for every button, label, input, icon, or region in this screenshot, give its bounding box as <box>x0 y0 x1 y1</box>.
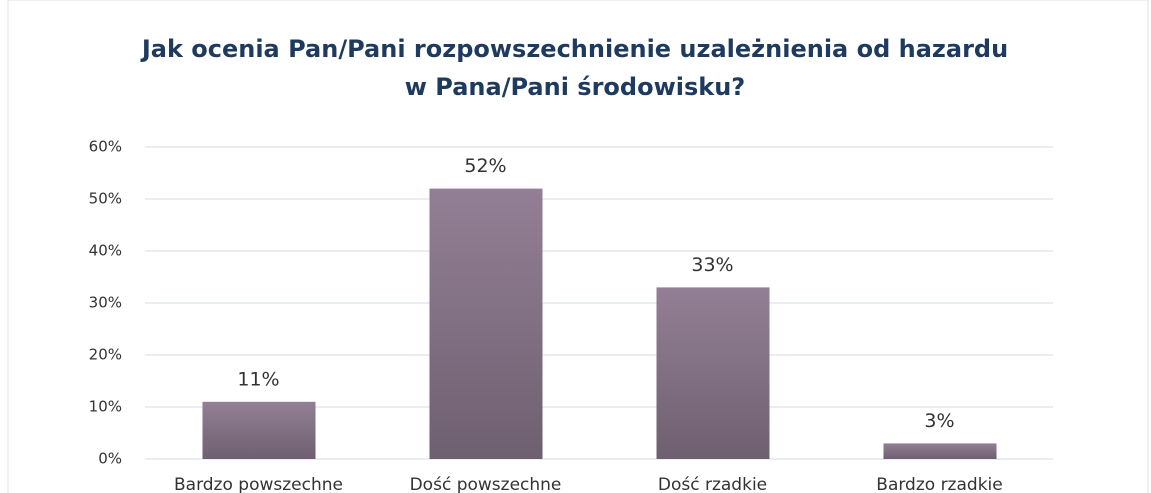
y-tick-label: 0% <box>98 450 122 468</box>
y-tick-label: 60% <box>89 138 122 156</box>
x-tick-label: Dość rzadkie <box>658 475 767 493</box>
frame <box>7 0 1149 493</box>
y-tick-label: 40% <box>89 242 122 260</box>
chart-title: Jak ocenia Pan/Pani rozpowszechnienie uz… <box>141 35 1009 101</box>
y-tick-label: 20% <box>89 346 122 364</box>
y-tick-label: 50% <box>89 190 122 208</box>
data-label: 33% <box>691 254 733 276</box>
y-tick-label: 10% <box>89 398 122 416</box>
data-label: 11% <box>237 368 279 390</box>
x-tick-label: Bardzo rzadkie <box>876 475 1002 493</box>
bar-shade <box>429 188 543 459</box>
x-tick-label: Bardzo powszechne <box>174 475 343 493</box>
data-label: 52% <box>464 155 506 177</box>
y-tick-label: 30% <box>89 294 122 312</box>
bar-shade <box>656 287 770 459</box>
x-tick-label: Dość powszechne <box>410 475 562 493</box>
data-label: 3% <box>924 410 954 432</box>
bar-shade <box>202 401 316 459</box>
bar-shade <box>883 443 997 459</box>
